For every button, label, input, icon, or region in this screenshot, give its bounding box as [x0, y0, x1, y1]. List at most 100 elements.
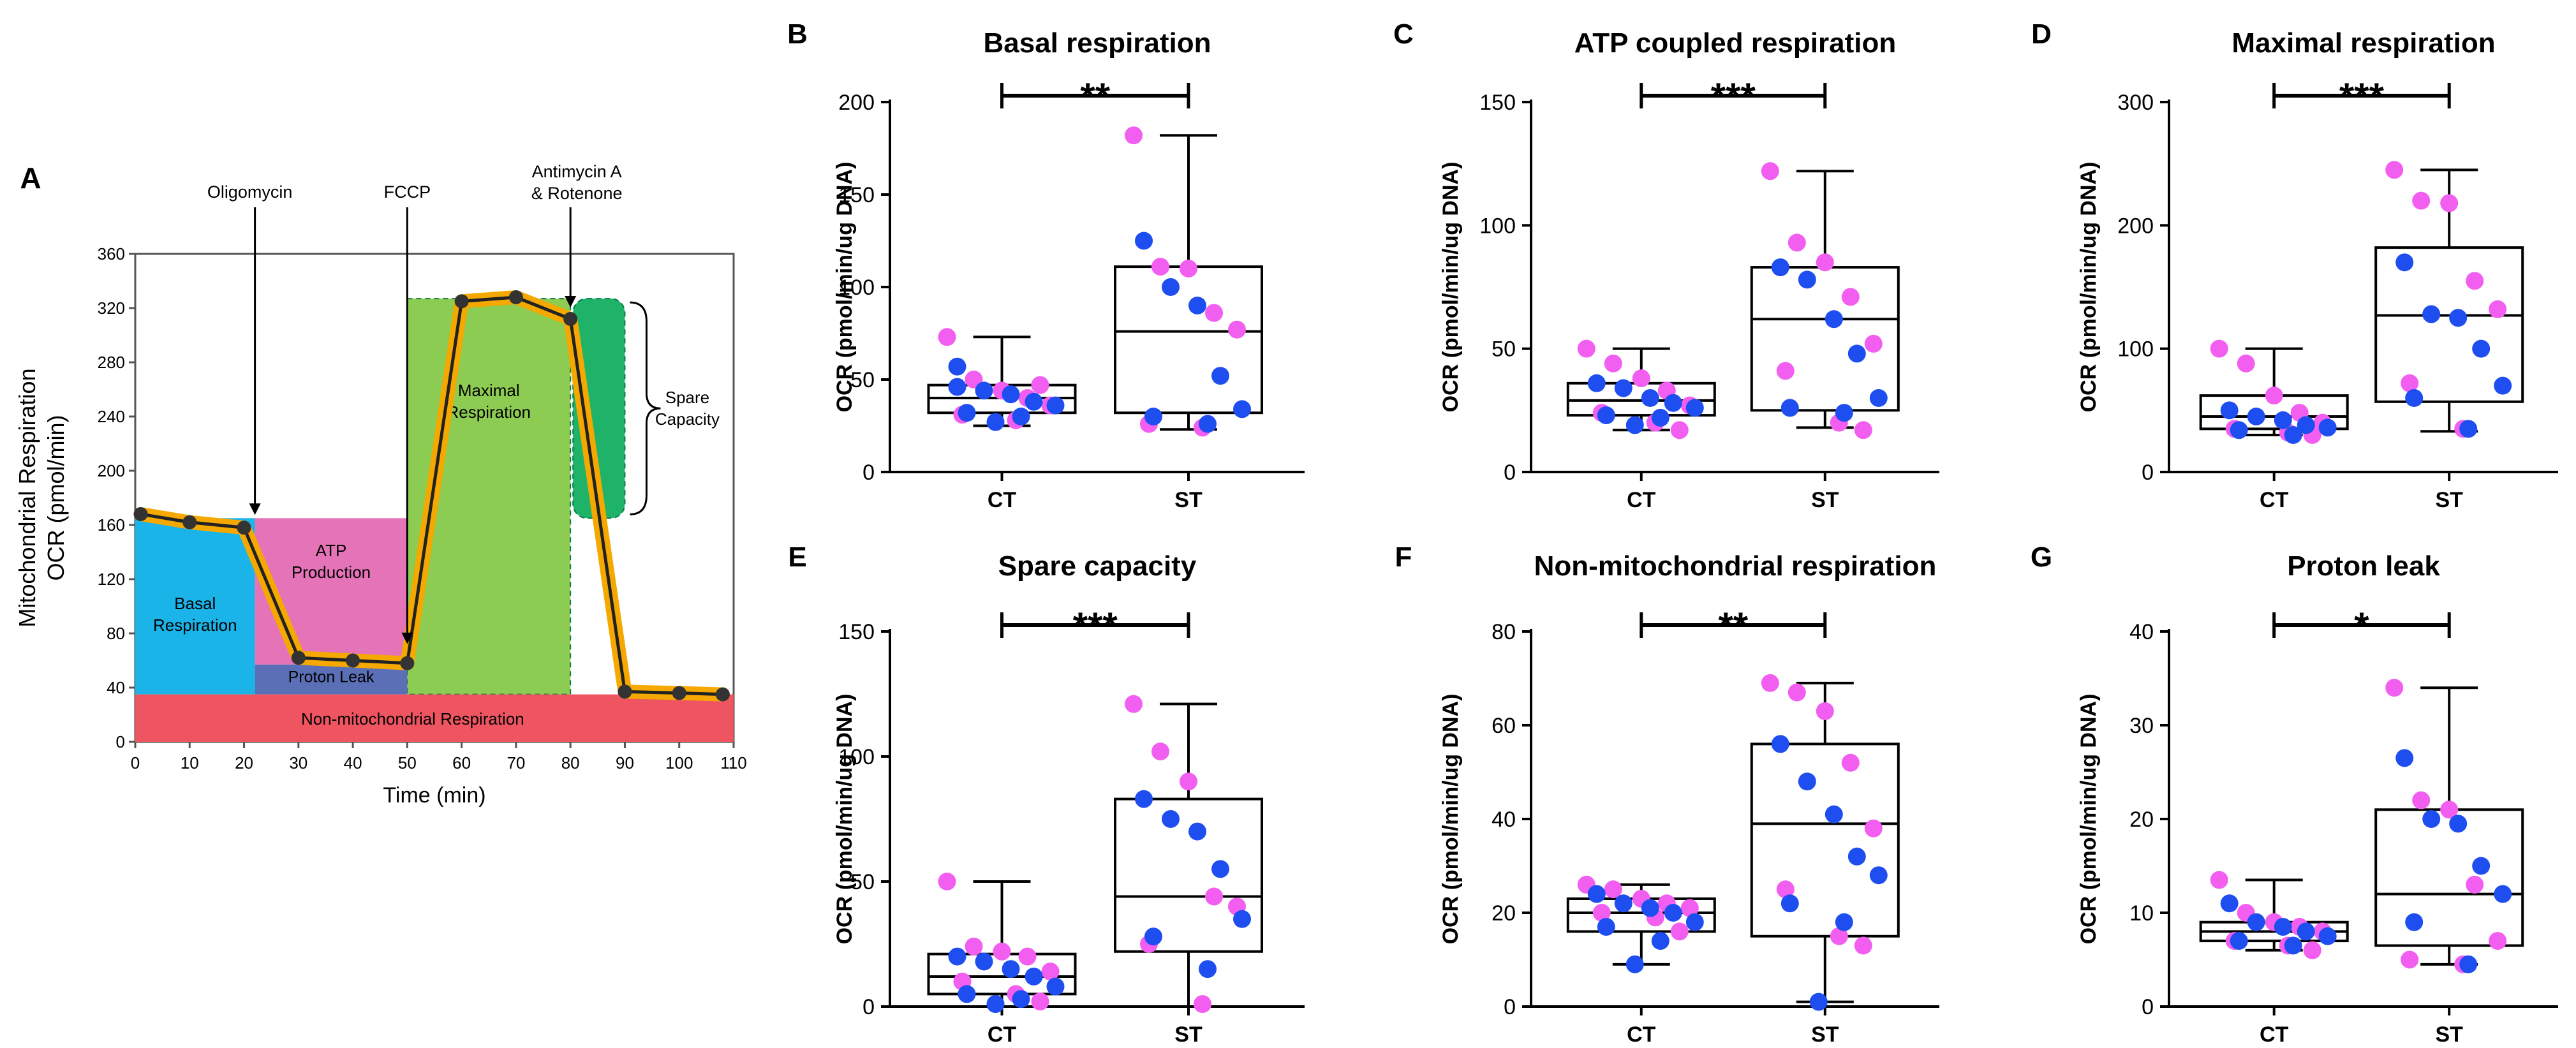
- data-point-blue: [1046, 977, 1065, 996]
- y-tick-label: 40: [107, 678, 125, 697]
- data-point-pink: [2385, 679, 2404, 697]
- data-point-blue: [1597, 406, 1615, 425]
- chart-title: Maximal respiration: [2232, 27, 2495, 59]
- y-tick-label: 150: [838, 620, 875, 644]
- data-point-blue: [1002, 960, 1020, 978]
- injection-label: Oligomycin: [207, 182, 293, 202]
- panel-f: F Non-mitochondrial respiration 0 20 40 60 80 O…: [1395, 542, 1939, 1047]
- region-maximal-label: Respiration: [447, 402, 531, 422]
- data-point-pink: [1761, 162, 1779, 181]
- data-point-blue: [1869, 389, 1888, 407]
- ocr-point: [563, 312, 578, 326]
- y-tick-label: 40: [1492, 808, 1516, 832]
- data-point-blue: [1587, 885, 1606, 903]
- data-point-blue: [958, 404, 976, 422]
- data-point-blue: [1780, 894, 1799, 913]
- y-tick-label: 150: [1479, 91, 1516, 115]
- data-point-pink: [2385, 161, 2404, 179]
- data-point-blue: [1614, 894, 1632, 913]
- injection-label: FCCP: [384, 182, 431, 202]
- x-tick-label: CT: [2260, 1022, 2289, 1047]
- data-point-pink: [1841, 753, 1860, 772]
- data-point-blue: [1664, 394, 1682, 412]
- data-point-pink: [1031, 376, 1049, 394]
- x-tick-label: CT: [1627, 488, 1656, 512]
- data-point-pink: [1816, 253, 1834, 272]
- data-point-pink: [1788, 233, 1806, 252]
- x-tick-label: ST: [1174, 488, 1203, 512]
- x-tick-label: 80: [561, 753, 580, 772]
- data-point-blue: [2459, 420, 2478, 438]
- significance-stars: ***: [1073, 605, 1118, 647]
- x-tick-label: 60: [452, 753, 471, 772]
- chart-title: Proton leak: [2287, 550, 2440, 582]
- significance-stars: **: [1718, 605, 1748, 647]
- data-point-blue: [1211, 367, 1229, 385]
- data-point-pink: [965, 937, 983, 956]
- data-point-pink: [1788, 683, 1806, 702]
- region-basal-label: Respiration: [153, 616, 237, 635]
- panel-c: C ATP coupled respiration 0 50 100 150 OCR (pm…: [1393, 18, 1939, 512]
- data-point-blue: [1135, 232, 1153, 250]
- data-point-pink: [1180, 260, 1197, 277]
- y-tick-label: 0: [862, 461, 875, 485]
- data-point-blue: [1847, 344, 1866, 363]
- x-tick-label: 100: [665, 753, 693, 772]
- significance-stars: ***: [1711, 75, 1756, 118]
- data-point-blue: [1162, 810, 1180, 828]
- region-basal: [135, 518, 255, 695]
- data-point-blue: [1809, 993, 1828, 1011]
- panel-letter: C: [1393, 18, 1414, 50]
- ocr-point: [182, 515, 197, 529]
- data-point-pink: [1776, 362, 1795, 380]
- ocr-point: [618, 684, 632, 699]
- panel-e: E Spare capacity 0 50 100 150 OCR (pmol/min/ug…: [788, 542, 1305, 1047]
- data-point-blue: [2405, 389, 2424, 407]
- data-point-blue: [1587, 374, 1606, 392]
- data-point-blue: [1012, 408, 1030, 425]
- ocr-point: [346, 653, 360, 668]
- data-point-pink: [2440, 194, 2459, 212]
- data-point-blue: [1614, 379, 1632, 397]
- data-point-blue: [2297, 416, 2315, 434]
- region-atp-label: Production: [292, 563, 371, 582]
- region-maximal-label: Maximal: [458, 381, 520, 400]
- ocr-point: [672, 686, 686, 700]
- data-point-pink: [938, 328, 956, 346]
- data-point-blue: [2220, 401, 2239, 420]
- x-tick-label: 40: [344, 753, 362, 772]
- box-iqr: [1750, 742, 1900, 938]
- data-point-pink: [1031, 993, 1049, 1011]
- data-point-pink: [2412, 791, 2431, 809]
- data-point-pink: [1854, 936, 1872, 955]
- injection-arrowhead: [249, 503, 261, 515]
- data-point-blue: [2395, 749, 2414, 767]
- data-point-blue: [1211, 860, 1229, 878]
- y-tick-label: 200: [838, 91, 875, 115]
- data-point-blue: [2230, 421, 2248, 439]
- y-tick-label: 0: [1504, 461, 1516, 485]
- data-point-pink: [1018, 947, 1037, 966]
- data-point-pink: [1761, 674, 1779, 692]
- data-point-blue: [948, 947, 966, 966]
- y-tick-label: 240: [98, 407, 125, 426]
- region-spare-label: Capacity: [655, 410, 720, 429]
- data-point-blue: [2494, 885, 2512, 903]
- data-point-blue: [2284, 936, 2302, 955]
- x-tick-label: 0: [131, 753, 140, 772]
- injection-arrowhead: [565, 296, 577, 307]
- x-tick-label: CT: [2260, 488, 2289, 512]
- y-tick-label: 10: [2129, 901, 2154, 926]
- x-tick-label: ST: [2435, 488, 2463, 512]
- panel-letter: E: [788, 542, 806, 573]
- data-point-blue: [1597, 918, 1615, 936]
- data-point-blue: [1641, 389, 1659, 407]
- data-point-pink: [1604, 880, 1622, 899]
- x-tick-label: ST: [1811, 488, 1839, 512]
- y-tick-label: 60: [1492, 714, 1516, 738]
- data-point-blue: [1025, 967, 1043, 985]
- data-point-pink: [1180, 772, 1197, 791]
- data-point-pink: [1841, 288, 1860, 306]
- y-tick-label: 0: [1504, 995, 1516, 1019]
- data-point-blue: [2395, 253, 2414, 272]
